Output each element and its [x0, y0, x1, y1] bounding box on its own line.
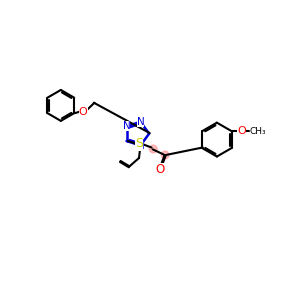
Text: S: S: [135, 137, 143, 150]
Text: N: N: [136, 140, 144, 151]
Circle shape: [149, 145, 157, 153]
Circle shape: [161, 151, 169, 159]
Text: O: O: [155, 163, 164, 176]
Text: O: O: [79, 107, 88, 117]
Text: N: N: [136, 117, 144, 127]
Text: N: N: [123, 121, 130, 131]
Text: O: O: [237, 126, 246, 136]
Text: CH₃: CH₃: [250, 127, 267, 136]
